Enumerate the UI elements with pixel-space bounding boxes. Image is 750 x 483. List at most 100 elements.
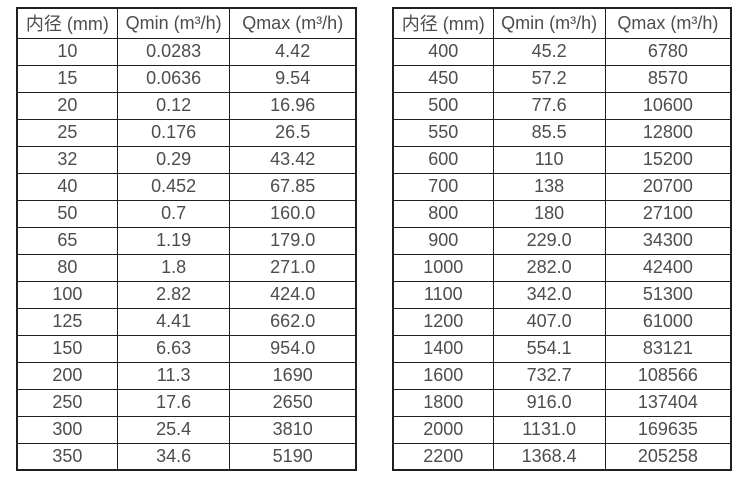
qmin-cell: 282.0 bbox=[492, 253, 606, 282]
table-row: 1100 342.0 51300 bbox=[392, 280, 732, 309]
table-row: 25 0.176 26.5 bbox=[16, 118, 357, 147]
header-row: 内径 (mm) Qmin (m³/h) Qmax (m³/h) bbox=[392, 7, 732, 39]
qmin-cell: 17.6 bbox=[116, 388, 231, 417]
diameter-cell: 20 bbox=[16, 91, 118, 120]
table-row: 900 229.0 34300 bbox=[392, 226, 732, 255]
qmin-cell: 2.82 bbox=[116, 280, 231, 309]
qmin-column-header: Qmin (m³/h) bbox=[492, 7, 606, 39]
qmax-cell: 83121 bbox=[604, 334, 732, 363]
diameter-cell: 100 bbox=[16, 280, 118, 309]
qmin-cell: 407.0 bbox=[492, 307, 606, 336]
diameter-cell: 1800 bbox=[392, 388, 494, 417]
table-row: 800 180 27100 bbox=[392, 199, 732, 228]
qmin-cell: 11.3 bbox=[116, 361, 231, 390]
qmax-cell: 16.96 bbox=[229, 91, 357, 120]
qmax-cell: 15200 bbox=[604, 145, 732, 174]
qmin-cell: 180 bbox=[492, 199, 606, 228]
qmin-cell: 229.0 bbox=[492, 226, 606, 255]
qmin-cell: 0.0283 bbox=[116, 37, 231, 66]
diameter-cell: 550 bbox=[392, 118, 494, 147]
table-row: 300 25.4 3810 bbox=[16, 415, 357, 444]
table-row: 100 2.82 424.0 bbox=[16, 280, 357, 309]
diameter-column-header: 内径 (mm) bbox=[392, 7, 494, 39]
diameter-cell: 2000 bbox=[392, 415, 494, 444]
diameter-cell: 125 bbox=[16, 307, 118, 336]
diameter-cell: 450 bbox=[392, 64, 494, 93]
qmax-column-header: Qmax (m³/h) bbox=[229, 7, 357, 39]
qmin-cell: 0.12 bbox=[116, 91, 231, 120]
flow-spec-table-small-diameters: 内径 (mm) Qmin (m³/h) Qmax (m³/h) 10 0.0283 4.4… bbox=[16, 7, 357, 471]
diameter-column-header: 内径 (mm) bbox=[16, 7, 118, 39]
qmin-cell: 342.0 bbox=[492, 280, 606, 309]
qmax-cell: 34300 bbox=[604, 226, 732, 255]
table-row: 10 0.0283 4.42 bbox=[16, 37, 357, 66]
table-row: 2200 1368.4 205258 bbox=[392, 442, 732, 471]
diameter-cell: 600 bbox=[392, 145, 494, 174]
diameter-cell: 500 bbox=[392, 91, 494, 120]
diameter-cell: 32 bbox=[16, 145, 118, 174]
diameter-cell: 1200 bbox=[392, 307, 494, 336]
table-row: 40 0.452 67.85 bbox=[16, 172, 357, 201]
table-row: 15 0.0636 9.54 bbox=[16, 64, 357, 93]
diameter-cell: 400 bbox=[392, 37, 494, 66]
diameter-cell: 40 bbox=[16, 172, 118, 201]
table-row: 450 57.2 8570 bbox=[392, 64, 732, 93]
qmax-cell: 26.5 bbox=[229, 118, 357, 147]
qmin-cell: 1.19 bbox=[116, 226, 231, 255]
qmax-cell: 61000 bbox=[604, 307, 732, 336]
table-row: 32 0.29 43.42 bbox=[16, 145, 357, 174]
diameter-cell: 250 bbox=[16, 388, 118, 417]
qmin-cell: 0.452 bbox=[116, 172, 231, 201]
qmax-cell: 662.0 bbox=[229, 307, 357, 336]
diameter-cell: 2200 bbox=[392, 442, 494, 471]
table-row: 700 138 20700 bbox=[392, 172, 732, 201]
table-row: 200 11.3 1690 bbox=[16, 361, 357, 390]
table-row: 65 1.19 179.0 bbox=[16, 226, 357, 255]
table-row: 1800 916.0 137404 bbox=[392, 388, 732, 417]
qmax-cell: 271.0 bbox=[229, 253, 357, 282]
table-row: 600 110 15200 bbox=[392, 145, 732, 174]
diameter-cell: 800 bbox=[392, 199, 494, 228]
qmax-cell: 169635 bbox=[604, 415, 732, 444]
diameter-cell: 1000 bbox=[392, 253, 494, 282]
qmin-cell: 732.7 bbox=[492, 361, 606, 390]
qmax-cell: 27100 bbox=[604, 199, 732, 228]
qmax-cell: 67.85 bbox=[229, 172, 357, 201]
qmax-cell: 160.0 bbox=[229, 199, 357, 228]
qmax-cell: 51300 bbox=[604, 280, 732, 309]
qmin-cell: 45.2 bbox=[492, 37, 606, 66]
table-row: 1200 407.0 61000 bbox=[392, 307, 732, 336]
qmax-column-header: Qmax (m³/h) bbox=[604, 7, 732, 39]
qmax-cell: 6780 bbox=[604, 37, 732, 66]
qmax-cell: 108566 bbox=[604, 361, 732, 390]
diameter-cell: 900 bbox=[392, 226, 494, 255]
qmax-cell: 43.42 bbox=[229, 145, 357, 174]
qmin-cell: 25.4 bbox=[116, 415, 231, 444]
qmax-cell: 137404 bbox=[604, 388, 732, 417]
diameter-cell: 700 bbox=[392, 172, 494, 201]
qmax-cell: 2650 bbox=[229, 388, 357, 417]
table-row: 1000 282.0 42400 bbox=[392, 253, 732, 282]
qmin-cell: 110 bbox=[492, 145, 606, 174]
qmax-cell: 9.54 bbox=[229, 64, 357, 93]
qmax-cell: 424.0 bbox=[229, 280, 357, 309]
header-row: 内径 (mm) Qmin (m³/h) Qmax (m³/h) bbox=[16, 7, 357, 39]
qmin-cell: 85.5 bbox=[492, 118, 606, 147]
table-row: 20 0.12 16.96 bbox=[16, 91, 357, 120]
qmin-cell: 554.1 bbox=[492, 334, 606, 363]
diameter-cell: 80 bbox=[16, 253, 118, 282]
qmax-cell: 954.0 bbox=[229, 334, 357, 363]
diameter-cell: 10 bbox=[16, 37, 118, 66]
diameter-cell: 200 bbox=[16, 361, 118, 390]
qmax-cell: 10600 bbox=[604, 91, 732, 120]
qmin-cell: 1.8 bbox=[116, 253, 231, 282]
diameter-cell: 300 bbox=[16, 415, 118, 444]
qmin-cell: 77.6 bbox=[492, 91, 606, 120]
qmin-cell: 0.29 bbox=[116, 145, 231, 174]
qmax-cell: 8570 bbox=[604, 64, 732, 93]
table-row: 350 34.6 5190 bbox=[16, 442, 357, 471]
qmin-cell: 138 bbox=[492, 172, 606, 201]
diameter-cell: 15 bbox=[16, 64, 118, 93]
qmax-cell: 179.0 bbox=[229, 226, 357, 255]
qmax-cell: 1690 bbox=[229, 361, 357, 390]
